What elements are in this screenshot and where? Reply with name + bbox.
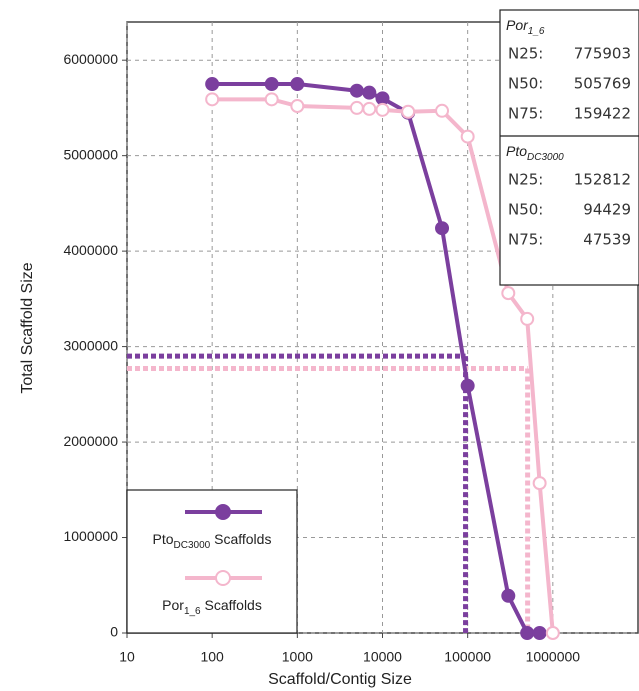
stats-value: 152812	[574, 171, 631, 189]
x-tick-label: 1000000	[526, 649, 581, 665]
data-point	[435, 221, 450, 236]
data-point	[435, 103, 450, 118]
legend-text: DC3000	[174, 540, 211, 551]
data-point	[264, 92, 279, 107]
stats-title: PtoDC3000	[506, 143, 564, 163]
y-tick-label: 1000000	[63, 528, 118, 544]
stats-value: 94429	[583, 201, 631, 219]
legend-text: 1_6	[184, 606, 201, 617]
data-point	[532, 476, 547, 491]
stats-value: 47539	[583, 231, 631, 249]
stats-title-main: Pto	[506, 143, 527, 159]
legend-text: Scaffolds	[201, 597, 262, 613]
stats-label: N50:	[508, 75, 543, 93]
stats-value: 159422	[574, 105, 631, 123]
x-tick-label: 1000	[282, 649, 313, 665]
y-axis-title: Total Scaffold Size	[19, 262, 36, 393]
data-point	[532, 626, 547, 640]
legend-text: Por	[162, 597, 184, 613]
data-point	[460, 129, 475, 144]
data-point	[460, 378, 475, 393]
stats-title-main: Por	[506, 17, 529, 33]
legend-label: PtoDC3000 Scaffolds	[153, 531, 272, 551]
stats-value: 775903	[574, 45, 631, 63]
legend-text: Scaffolds	[210, 531, 271, 547]
y-tick-label: 2000000	[63, 433, 118, 449]
data-point	[349, 83, 364, 98]
x-tick-label: 10000	[363, 649, 402, 665]
y-tick-label: 5000000	[63, 146, 118, 162]
data-point	[205, 77, 220, 92]
data-point	[290, 99, 305, 114]
stats-title-sub: DC3000	[527, 152, 564, 163]
data-point	[349, 100, 364, 115]
legend-text: Pto	[153, 531, 174, 547]
x-tick-label: 100000	[444, 649, 491, 665]
legend-marker	[215, 504, 231, 520]
stats-label: N25:	[508, 45, 543, 63]
data-point	[501, 286, 516, 301]
y-tick-label: 6000000	[63, 51, 118, 67]
data-point	[362, 85, 377, 100]
stats-title: Por1_6	[506, 17, 545, 37]
data-point	[290, 77, 305, 92]
stats-label: N75:	[508, 231, 543, 249]
x-tick-label: 10	[119, 649, 135, 665]
stats-label: N50:	[508, 201, 543, 219]
data-point	[362, 101, 377, 116]
legend-label: Por1_6 Scaffolds	[162, 597, 262, 617]
stats-label: N25:	[508, 171, 543, 189]
data-point	[375, 102, 390, 117]
x-axis-title: Scaffold/Contig Size	[268, 671, 412, 688]
data-point	[205, 92, 220, 107]
y-tick-label: 3000000	[63, 337, 118, 353]
y-tick-label: 4000000	[63, 242, 118, 258]
data-point	[401, 104, 416, 119]
data-point	[375, 91, 390, 106]
data-point	[501, 588, 516, 603]
data-point	[520, 311, 535, 326]
data-point	[264, 77, 279, 92]
stats-box	[499, 9, 639, 286]
stats-title-sub: 1_6	[528, 26, 545, 37]
stats-value: 505769	[574, 75, 631, 93]
legend-marker	[215, 570, 231, 586]
x-tick-label: 100	[200, 649, 224, 665]
y-tick-label: 0	[110, 624, 118, 640]
data-point	[545, 626, 560, 640]
stats-label: N75:	[508, 105, 543, 123]
data-point	[520, 626, 535, 640]
